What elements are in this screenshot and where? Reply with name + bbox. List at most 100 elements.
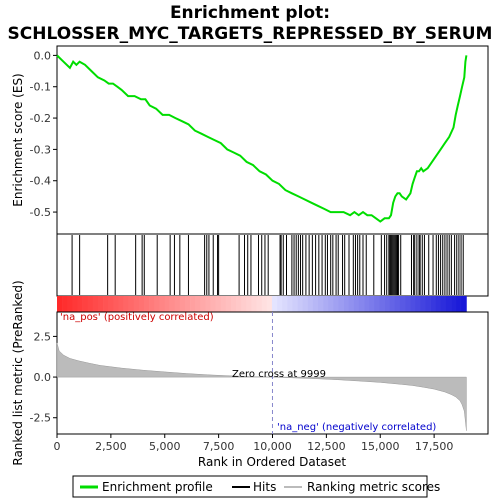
hits-series [71, 235, 464, 295]
es-y-tick-label: -0.1 [30, 81, 51, 94]
metric-y-tick-label: -2.5 [30, 412, 51, 425]
colorbar-segment [338, 296, 344, 312]
colorbar-segment [118, 296, 124, 312]
rank-colorbar [57, 296, 467, 312]
colorbar-segment [287, 296, 293, 312]
colorbar-segment [369, 296, 375, 312]
colorbar-segment [215, 296, 222, 312]
colorbar-segment [87, 296, 94, 312]
colorbar-segment [405, 296, 411, 312]
colorbar-segment [318, 296, 324, 312]
colorbar-segment [184, 296, 191, 312]
colorbar-segment [312, 296, 319, 312]
x-axis-label: Rank in Ordered Dataset [198, 455, 346, 469]
colorbar-segment [220, 296, 227, 312]
chart-title: Enrichment plot: [170, 3, 330, 23]
colorbar-segment [179, 296, 186, 312]
colorbar-segment [190, 296, 196, 312]
es-y-axis: 0.0 -0.1 -0.2 -0.3 -0.4 -0.5 [30, 49, 57, 219]
colorbar-segment [261, 296, 268, 312]
colorbar-segment [241, 296, 247, 312]
x-axis: 0 2,500 5,000 7,500 10,000 12,500 15,000 17,500 [54, 434, 454, 453]
x-tick-label: 0 [54, 440, 61, 453]
ranking-metric-area [56, 342, 467, 431]
colorbar-segment [364, 296, 370, 312]
colorbar-segment [57, 296, 63, 312]
neg-correlated-label: 'na_neg' (negatively correlated) [277, 422, 436, 433]
colorbar-segment [251, 296, 257, 312]
colorbar-segment [174, 296, 181, 312]
colorbar-segment [236, 296, 242, 312]
colorbar-segment [297, 296, 303, 312]
colorbar-segment [138, 296, 145, 312]
colorbar-segment [123, 296, 129, 312]
colorbar-segment [97, 296, 104, 312]
colorbar-segment [200, 296, 206, 312]
colorbar-segment [451, 296, 457, 312]
es-y-tick-label: -0.2 [30, 112, 51, 125]
colorbar-segment [82, 296, 89, 312]
colorbar-segment [461, 296, 467, 312]
metric-y-tick-label: 2.5 [34, 330, 52, 343]
colorbar-segment [169, 296, 176, 312]
colorbar-segment [164, 296, 170, 312]
colorbar-segment [410, 296, 416, 312]
colorbar-segment [389, 296, 396, 312]
colorbar-segment [133, 296, 140, 312]
colorbar-segment [72, 296, 78, 312]
colorbar-segment [210, 296, 216, 312]
colorbar-segment [379, 296, 385, 312]
colorbar-segment [77, 296, 83, 312]
colorbar-segment [348, 296, 355, 312]
colorbar-segment [225, 296, 232, 312]
colorbar-segment [154, 296, 160, 312]
colorbar-segment [103, 296, 109, 312]
es-y-tick-label: -0.5 [30, 206, 51, 219]
colorbar-segment [277, 296, 283, 312]
colorbar-segment [333, 296, 339, 312]
colorbar-segment [292, 296, 298, 312]
colorbar-segment [435, 296, 442, 312]
es-y-tick-label: -0.3 [30, 143, 51, 156]
colorbar-segment [374, 296, 380, 312]
colorbar-segment [205, 296, 211, 312]
colorbar-segment [256, 296, 263, 312]
zero-cross-label: Zero cross at 9999 [232, 369, 326, 380]
legend-hits-label: Hits [253, 480, 276, 494]
x-tick-label: 17,500 [415, 440, 454, 453]
metric-y-axis: 2.5 0.0 -2.5 [30, 330, 57, 425]
x-tick-label: 2,500 [95, 440, 127, 453]
es-y-tick-label: -0.4 [30, 175, 51, 188]
es-panel-frame [56, 45, 489, 235]
colorbar-segment [384, 296, 390, 312]
pos-correlated-label: 'na_pos' (positively correlated) [60, 312, 214, 323]
colorbar-segment [399, 296, 406, 312]
colorbar-segment [323, 296, 329, 312]
x-tick-label: 5,000 [149, 440, 181, 453]
colorbar-segment [420, 296, 426, 312]
enrichment-profile-series [56, 54, 468, 223]
legend-metric-label: Ranking metric scores [307, 480, 440, 494]
colorbar-segment [128, 296, 135, 312]
colorbar-segment [456, 296, 462, 312]
colorbar-segment [67, 296, 73, 312]
x-tick-label: 7,500 [203, 440, 235, 453]
colorbar-segment [62, 296, 68, 312]
colorbar-segment [144, 296, 150, 312]
colorbar-segment [108, 296, 114, 312]
hits-panel-frame [56, 233, 489, 297]
colorbar-segment [246, 296, 252, 312]
x-tick-label: 10,000 [253, 440, 292, 453]
colorbar-segment [445, 296, 452, 312]
colorbar-segment [394, 296, 401, 312]
colorbar-segment [282, 296, 288, 312]
colorbar-segment [358, 296, 365, 312]
colorbar-segment [353, 296, 360, 312]
x-tick-label: 15,000 [361, 440, 400, 453]
x-tick-label: 12,500 [307, 440, 346, 453]
colorbar-segment [440, 296, 447, 312]
ranking-metric-series [56, 342, 467, 431]
colorbar-segment [92, 296, 99, 312]
